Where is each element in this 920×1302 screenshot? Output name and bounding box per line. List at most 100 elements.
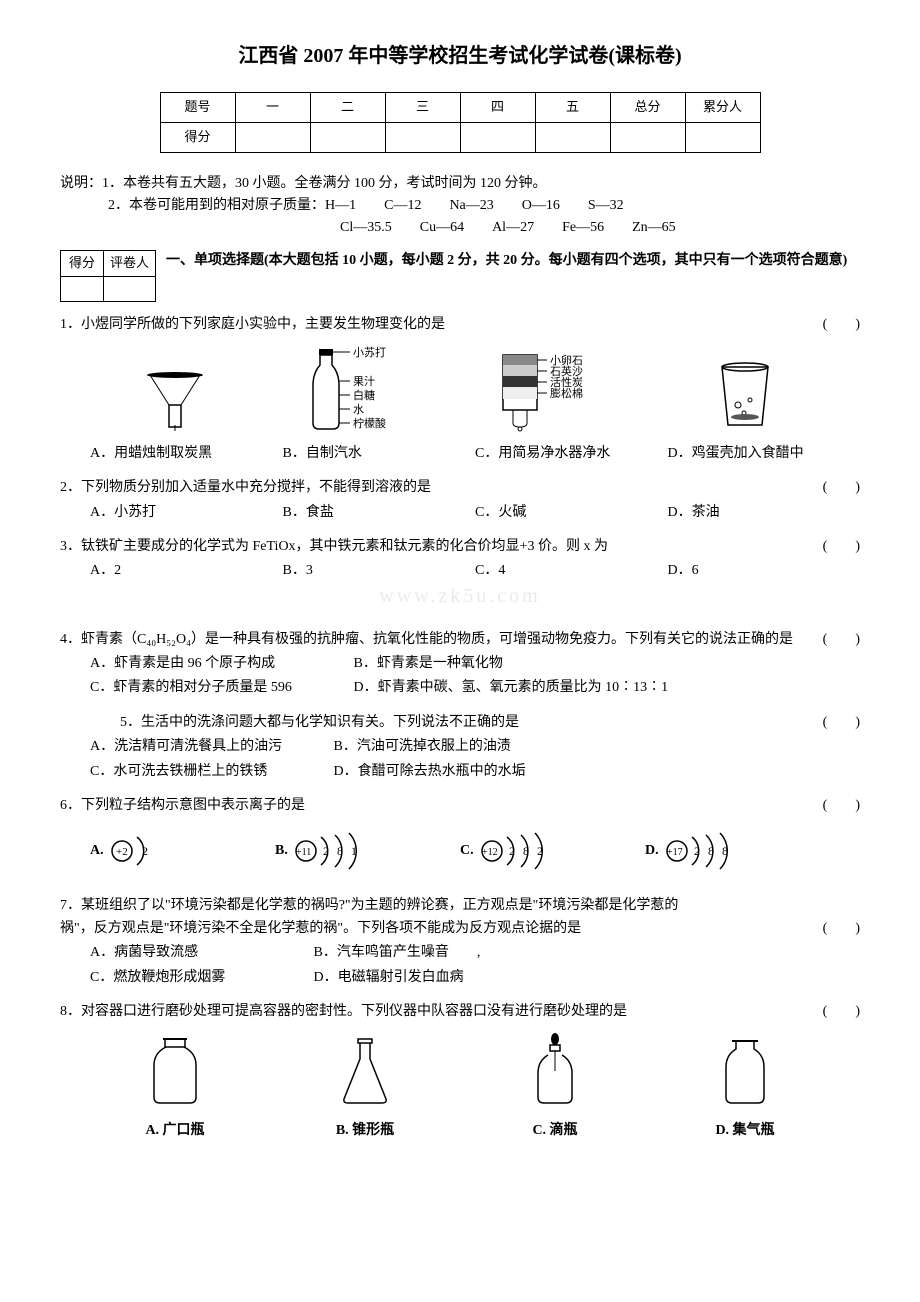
table-row: 得分	[160, 122, 760, 152]
option-a: A. +2 2	[90, 829, 275, 873]
page-title: 江西省 2007 年中等学校招生考试化学试卷(课标卷)	[60, 40, 860, 72]
options: A．虾青素是由 96 个原子构成 B．虾青素是一种氧化物 C．虾青素的相对分子质…	[60, 653, 860, 700]
question-text: 5．生活中的洗涤问题大都与化学知识有关。下列说法不正确的是	[120, 715, 519, 730]
option-label: D. 集气瓶	[650, 1120, 840, 1142]
svg-text:活性炭: 活性炭	[550, 375, 583, 389]
instruction-line: 2．本卷可能用到的相对原子质量：H—1 C—12 Na—23 O—16 S—32	[108, 195, 860, 217]
svg-text:+12: +12	[482, 847, 498, 858]
question-text: 8．对容器口进行磨砂处理可提高容器的密封性。下列仪器中队容器口没有进行磨砂处理的…	[60, 1004, 627, 1019]
option-a: A．用蜡烛制取炭黑	[90, 443, 283, 465]
image-row: 小苏打 果汁 白糖 水 柠檬酸 小卵石 石英沙	[60, 345, 860, 435]
instructions: 说明：1．本卷共有五大题，30 小题。全卷满分 100 分，考试时间为 120 …	[60, 173, 860, 240]
empty-cell	[235, 122, 310, 152]
question-8: 8．对容器口进行磨砂处理可提高容器的密封性。下列仪器中队容器口没有进行磨砂处理的…	[60, 1001, 860, 1142]
opt-label: D.	[645, 844, 659, 859]
option-b: B．3	[283, 560, 476, 582]
question-1: 1．小煜同学所做的下列家庭小实验中，主要发生物理变化的是 ( ) 小苏打 果汁	[60, 314, 860, 465]
image-row: A. 广口瓶 B. 锥形瓶 C. 滴瓶 D. 集气瓶	[60, 1031, 860, 1142]
label: 小苏打	[353, 345, 386, 359]
instruction-line: Cl—35.5 Cu—64 Al—27 Fe—56 Zn—65	[340, 217, 860, 239]
options-row: A．小苏打 B．食盐 C．火碱 D．茶油	[60, 502, 860, 524]
question-7: 7．某班组织了以"环境污染都是化学惹的祸吗?"为主题的辨论赛，正方观点是"环境污…	[60, 895, 860, 989]
label: 水	[353, 403, 364, 416]
atom-diagram-icon: +11 2 8 1	[291, 829, 371, 873]
empty-cell	[61, 276, 104, 302]
answer-blank: ( )	[823, 314, 860, 336]
atom-diagram-icon: +2 2	[107, 829, 157, 873]
option-label: C. 滴瓶	[460, 1120, 650, 1142]
question-6: 6．下列粒子结构示意图中表示离子的是 ( ) A. +2 2 B. +11 2 …	[60, 795, 860, 883]
option-c: C．火碱	[475, 502, 668, 524]
option-b: B．汽油可洗掉衣服上的油渍	[334, 739, 511, 754]
option-label: B. 锥形瓶	[270, 1120, 460, 1142]
answer-blank: ( )	[823, 712, 860, 734]
svg-text:+17: +17	[667, 847, 683, 858]
options: A．洗洁精可清洗餐具上的油污 B．汽油可洗掉衣服上的油渍 C．水可洗去铁栅栏上的…	[60, 736, 860, 783]
svg-text:2: 2	[537, 844, 543, 858]
option-c: C．燃放鞭炮形成烟雾	[90, 967, 310, 989]
option-d: D．电磁辐射引发白血病	[314, 970, 464, 985]
grader-score-label: 得分	[61, 250, 104, 276]
question-3: 3．钛铁矿主要成分的化学式为 FeTiOx，其中铁元素和钛元素的化合价均显+3 …	[60, 536, 860, 617]
option-a: A．2	[90, 560, 283, 582]
empty-cell	[385, 122, 460, 152]
grader-person-label: 评卷人	[104, 250, 156, 276]
header-cell: 二	[310, 93, 385, 123]
opt-label: A.	[90, 844, 104, 859]
question-text: 6．下列粒子结构示意图中表示离子的是	[60, 798, 305, 813]
option-d: D. +17 2 8 8	[645, 829, 830, 873]
options-row: A．用蜡烛制取炭黑 B．自制汽水 C．用简易净水器净水 D．鸡蛋壳加入食醋中	[60, 443, 860, 465]
header-cell: 五	[535, 93, 610, 123]
option-c: C．用简易净水器净水	[475, 443, 668, 465]
svg-text:2: 2	[142, 844, 148, 858]
empty-cell	[104, 276, 156, 302]
svg-text:2: 2	[509, 844, 515, 858]
option-b: B．虾青素是一种氧化物	[354, 656, 503, 671]
option-b: B．食盐	[283, 502, 476, 524]
header-cell: 一	[235, 93, 310, 123]
header-cell: 累分人	[685, 93, 760, 123]
header-cell: 题号	[160, 93, 235, 123]
question-text-line1: 7．某班组织了以"环境污染都是化学惹的祸吗?"为主题的辨论赛，正方观点是"环境污…	[60, 895, 860, 917]
svg-text:8: 8	[722, 844, 728, 858]
question-4: 4．虾青素（C₄₀H₅₂O₄）是一种具有极强的抗肿瘤、抗氧化性能的物质，可增强动…	[60, 629, 860, 700]
atom-diagram-icon: +12 2 8 2	[477, 829, 557, 873]
label: 果汁	[353, 375, 375, 388]
diagram-soda: 小苏打 果汁 白糖 水 柠檬酸	[270, 345, 460, 435]
options-row: A．2 B．3 C．4 D．6	[60, 560, 860, 582]
option-a: A．虾青素是由 96 个原子构成	[90, 653, 350, 675]
diagram-filter: 小卵石 石英沙 活性炭 膨松棉	[460, 345, 650, 435]
options-row: A. +2 2 B. +11 2 8 1 C.	[60, 819, 860, 883]
question-2: 2．下列物质分别加入适量水中充分搅拌，不能得到溶液的是 ( ) A．小苏打 B．…	[60, 477, 860, 524]
q-stem: 1．小煜同学所做的下列家庭小实验中，主要发生物理变化的是	[60, 317, 445, 332]
option-c: C．虾青素的相对分子质量是 596	[90, 677, 350, 699]
option-a: A．洗洁精可清洗餐具上的油污	[90, 736, 330, 758]
answer-blank: ( )	[823, 795, 860, 817]
option-a: A．病菌导致流感	[90, 942, 310, 964]
section-header: 得分 评卷人 一、单项选择题(本大题包括 10 小题，每小题 2 分，共 20 …	[60, 250, 860, 303]
diagram-conical-flask: B. 锥形瓶	[270, 1031, 460, 1142]
grader-box: 得分 评卷人	[60, 250, 156, 303]
svg-text:8: 8	[337, 844, 343, 858]
option-b: B．汽车鸣笛产生噪音 ,	[314, 945, 481, 960]
empty-cell	[460, 122, 535, 152]
diagram-gas-bottle: D. 集气瓶	[650, 1031, 840, 1142]
option-label: A. 广口瓶	[80, 1120, 270, 1142]
diagram-dropper-bottle: C. 滴瓶	[460, 1031, 650, 1142]
svg-text:膨松棉: 膨松棉	[550, 386, 583, 400]
option-b: B．自制汽水	[283, 443, 476, 465]
question-text: 1．小煜同学所做的下列家庭小实验中，主要发生物理变化的是 ( )	[60, 314, 860, 336]
svg-text:8: 8	[523, 844, 529, 858]
question-5: 5．生活中的洗涤问题大都与化学知识有关。下列说法不正确的是 ( ) A．洗洁精可…	[60, 712, 860, 783]
instruction-line: 说明：1．本卷共有五大题，30 小题。全卷满分 100 分，考试时间为 120 …	[60, 173, 860, 195]
label: 柠檬酸	[353, 416, 386, 430]
table-row: 题号 一 二 三 四 五 总分 累分人	[160, 93, 760, 123]
option-d: D．6	[668, 560, 861, 582]
opt-label: C.	[460, 844, 474, 859]
svg-text:+11: +11	[296, 847, 311, 858]
empty-cell	[310, 122, 385, 152]
answer-blank: ( )	[823, 536, 860, 558]
option-d: D．鸡蛋壳加入食醋中	[668, 443, 861, 465]
option-b: B. +11 2 8 1	[275, 829, 460, 873]
answer-blank: ( )	[823, 1001, 860, 1023]
